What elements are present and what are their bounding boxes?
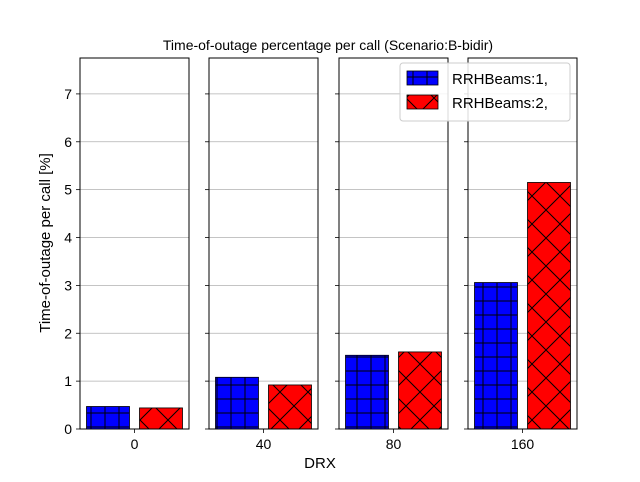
- panel-frame: [79, 57, 190, 430]
- bar-hatch: [474, 282, 518, 429]
- y-tick-label: 5: [64, 182, 72, 198]
- legend-frame: [399, 62, 571, 122]
- y-tick-label: 3: [64, 277, 72, 293]
- legend-swatch-hatch: [407, 95, 438, 109]
- legend: RRHBeams:1, RRHBeams:2,: [399, 62, 571, 122]
- y-tick-label: 7: [64, 86, 72, 102]
- y-tick-label: 2: [64, 325, 72, 341]
- x-tick-label: 80: [386, 436, 402, 452]
- bar-hatch: [345, 355, 389, 429]
- y-tick-label: 0: [64, 421, 72, 437]
- legend-swatch-hatch: [407, 71, 438, 85]
- bar-hatch: [398, 351, 442, 429]
- bar-hatch: [86, 406, 130, 429]
- panel-80: 80: [335, 57, 449, 452]
- bar-hatch: [268, 384, 312, 429]
- panel-40: 40: [205, 57, 319, 452]
- legend-item-2: RRHBeams:2,: [406, 94, 548, 112]
- legend-swatch-outline: [406, 70, 439, 86]
- x-tick-label: 160: [511, 436, 535, 452]
- y-axis-label: Time-of-outage per call [%]: [37, 153, 54, 333]
- bar-hatch: [139, 407, 183, 429]
- panel-160: 160: [464, 57, 578, 452]
- y-tick-label: 4: [64, 230, 72, 246]
- bar-hatch: [215, 377, 259, 429]
- legend-swatch-outline: [406, 94, 439, 110]
- chart-title: Time-of-outage percentage per call (Scen…: [163, 37, 493, 53]
- panel-frame: [208, 57, 319, 430]
- panels: 0 1 2 3 4 5 6 7 0 40 80 160: [64, 57, 578, 452]
- x-tick-label: 0: [131, 436, 139, 452]
- x-axis-label: DRX: [304, 455, 336, 472]
- legend-label: RRHBeams:2,: [452, 95, 548, 112]
- panel-0: 0 1 2 3 4 5 6 7 0: [64, 57, 190, 452]
- bar-hatch: [527, 182, 571, 429]
- legend-label: RRHBeams:1,: [452, 71, 548, 88]
- y-tick-label: 6: [64, 134, 72, 150]
- y-tick-label: 1: [64, 373, 72, 389]
- x-tick-label: 40: [256, 436, 272, 452]
- legend-item-1: RRHBeams:1,: [406, 70, 548, 88]
